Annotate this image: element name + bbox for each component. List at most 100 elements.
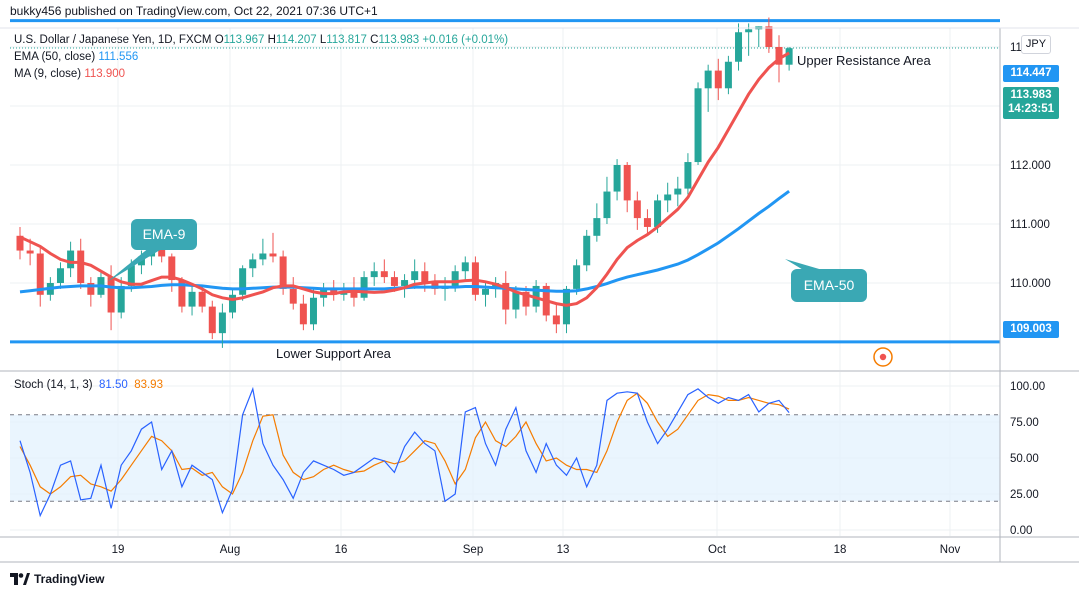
candle-body[interactable]	[168, 256, 176, 281]
candle-body[interactable]	[512, 291, 520, 310]
time-tick-label: 13	[557, 544, 570, 556]
candle-body[interactable]	[36, 253, 44, 295]
candle-body[interactable]	[269, 253, 277, 257]
ma9-legend[interactable]: MA (9, close) 113.900	[14, 68, 125, 80]
ma9-line[interactable]	[19, 51, 790, 307]
time-tick-label: 19	[112, 544, 125, 556]
candle-body[interactable]	[67, 250, 75, 269]
candle-body[interactable]	[289, 288, 297, 304]
ema50-callout-pointer	[785, 259, 826, 271]
currency-badge[interactable]: JPY	[1021, 35, 1051, 54]
time-tick-label: Oct	[708, 544, 727, 556]
candle-body[interactable]	[188, 291, 196, 307]
candle-body[interactable]	[522, 291, 530, 307]
candle-body[interactable]	[735, 32, 743, 62]
candle-body[interactable]	[623, 165, 631, 201]
candle-body[interactable]	[765, 26, 773, 47]
candle-body[interactable]	[684, 162, 692, 189]
ema9-callout[interactable]: EMA-9	[131, 219, 197, 250]
main-grid	[10, 28, 1000, 370]
candle-body[interactable]	[390, 277, 398, 286]
candle-body[interactable]	[279, 256, 287, 289]
stoch-tick-label: 50.00	[1010, 453, 1039, 465]
candle-body[interactable]	[259, 253, 267, 260]
candle-body[interactable]	[421, 271, 429, 283]
candle-body[interactable]	[56, 268, 64, 283]
stoch-d-line[interactable]	[19, 392, 790, 495]
candle-body[interactable]	[461, 262, 469, 272]
candle-body[interactable]	[643, 218, 651, 227]
stoch-axis[interactable]: 100.00 75.00 50.00 25.00 0.00	[1010, 381, 1045, 537]
candle-body[interactable]	[350, 291, 358, 298]
candle-body[interactable]	[785, 48, 793, 65]
stoch-k-line[interactable]	[19, 386, 790, 518]
ema50-callout[interactable]: EMA-50	[791, 269, 867, 302]
candle-body[interactable]	[613, 165, 621, 192]
candle-body[interactable]	[16, 235, 24, 251]
candle-body[interactable]	[664, 194, 672, 201]
candle-body[interactable]	[87, 283, 95, 295]
candle-body[interactable]	[482, 288, 490, 295]
candle-body[interactable]	[593, 218, 601, 236]
candle-body[interactable]	[77, 250, 85, 283]
candle-body[interactable]	[654, 200, 662, 227]
candle-body[interactable]	[117, 285, 125, 313]
footer[interactable]: TradingView	[10, 572, 104, 586]
bar-countdown: 14:23:51	[1007, 103, 1055, 115]
support-price-tag: 109.003	[1003, 321, 1059, 338]
candle-body[interactable]	[603, 191, 611, 219]
candle-body[interactable]	[198, 291, 206, 307]
candle-body[interactable]	[694, 88, 702, 163]
candle-body[interactable]	[775, 47, 783, 65]
upper-resistance-label[interactable]: Upper Resistance Area	[797, 53, 931, 68]
stoch-tick-label: 75.00	[1010, 417, 1039, 429]
candle-body[interactable]	[714, 70, 722, 89]
candle-body[interactable]	[249, 259, 257, 269]
candle-body[interactable]	[239, 268, 247, 295]
symbol-title: U.S. Dollar / Japanese Yen, 1D, FXCM	[14, 34, 212, 46]
candle-body[interactable]	[158, 247, 166, 257]
stoch-tick-label: 25.00	[1010, 489, 1039, 501]
time-axis[interactable]: 19 Aug 16 Sep 13 Oct 18 Nov	[112, 544, 961, 556]
candle-body[interactable]	[299, 303, 307, 325]
candle-body[interactable]	[26, 250, 34, 254]
candle-body[interactable]	[471, 262, 479, 295]
time-tick-label: 16	[335, 544, 348, 556]
candle-body[interactable]	[380, 271, 388, 278]
candle-body[interactable]	[401, 280, 409, 286]
candle-body[interactable]	[674, 188, 682, 195]
candle-body[interactable]	[573, 265, 581, 289]
candle-body[interactable]	[229, 294, 237, 313]
candle-body[interactable]	[704, 70, 712, 89]
candle-body[interactable]	[451, 271, 459, 286]
open-value: 113.967	[223, 34, 265, 46]
candle-body[interactable]	[208, 306, 216, 334]
lower-support-label[interactable]: Lower Support Area	[276, 346, 391, 361]
candle-body[interactable]	[552, 315, 560, 325]
candle-body[interactable]	[492, 283, 500, 289]
candle-body[interactable]	[411, 271, 419, 281]
candle-body[interactable]	[724, 61, 732, 89]
stoch-tick-label: 100.00	[1010, 381, 1045, 393]
candle-body[interactable]	[218, 312, 226, 334]
time-tick-label: Sep	[463, 544, 483, 556]
alert-marker-icon[interactable]	[873, 347, 893, 367]
low-label: L	[319, 34, 327, 46]
candlestick-series[interactable]	[16, 17, 793, 348]
candle-body[interactable]	[745, 29, 753, 33]
candle-body[interactable]	[370, 271, 378, 278]
candle-body[interactable]	[633, 200, 641, 219]
candle-body[interactable]	[330, 288, 338, 295]
candle-body[interactable]	[107, 277, 115, 313]
candle-body[interactable]	[502, 283, 510, 310]
stoch-legend[interactable]: Stoch (14, 1, 3) 81.50 83.93	[14, 379, 163, 391]
candle-body[interactable]	[178, 280, 186, 307]
callout-pointers	[107, 247, 826, 282]
ma9-label: MA (9, close)	[14, 68, 82, 80]
candle-body[interactable]	[127, 265, 135, 286]
candle-body[interactable]	[309, 297, 317, 325]
candle-body[interactable]	[583, 235, 591, 266]
ema50-legend[interactable]: EMA (50, close) 111.556	[14, 51, 138, 63]
low-value: 113.817	[326, 34, 367, 46]
